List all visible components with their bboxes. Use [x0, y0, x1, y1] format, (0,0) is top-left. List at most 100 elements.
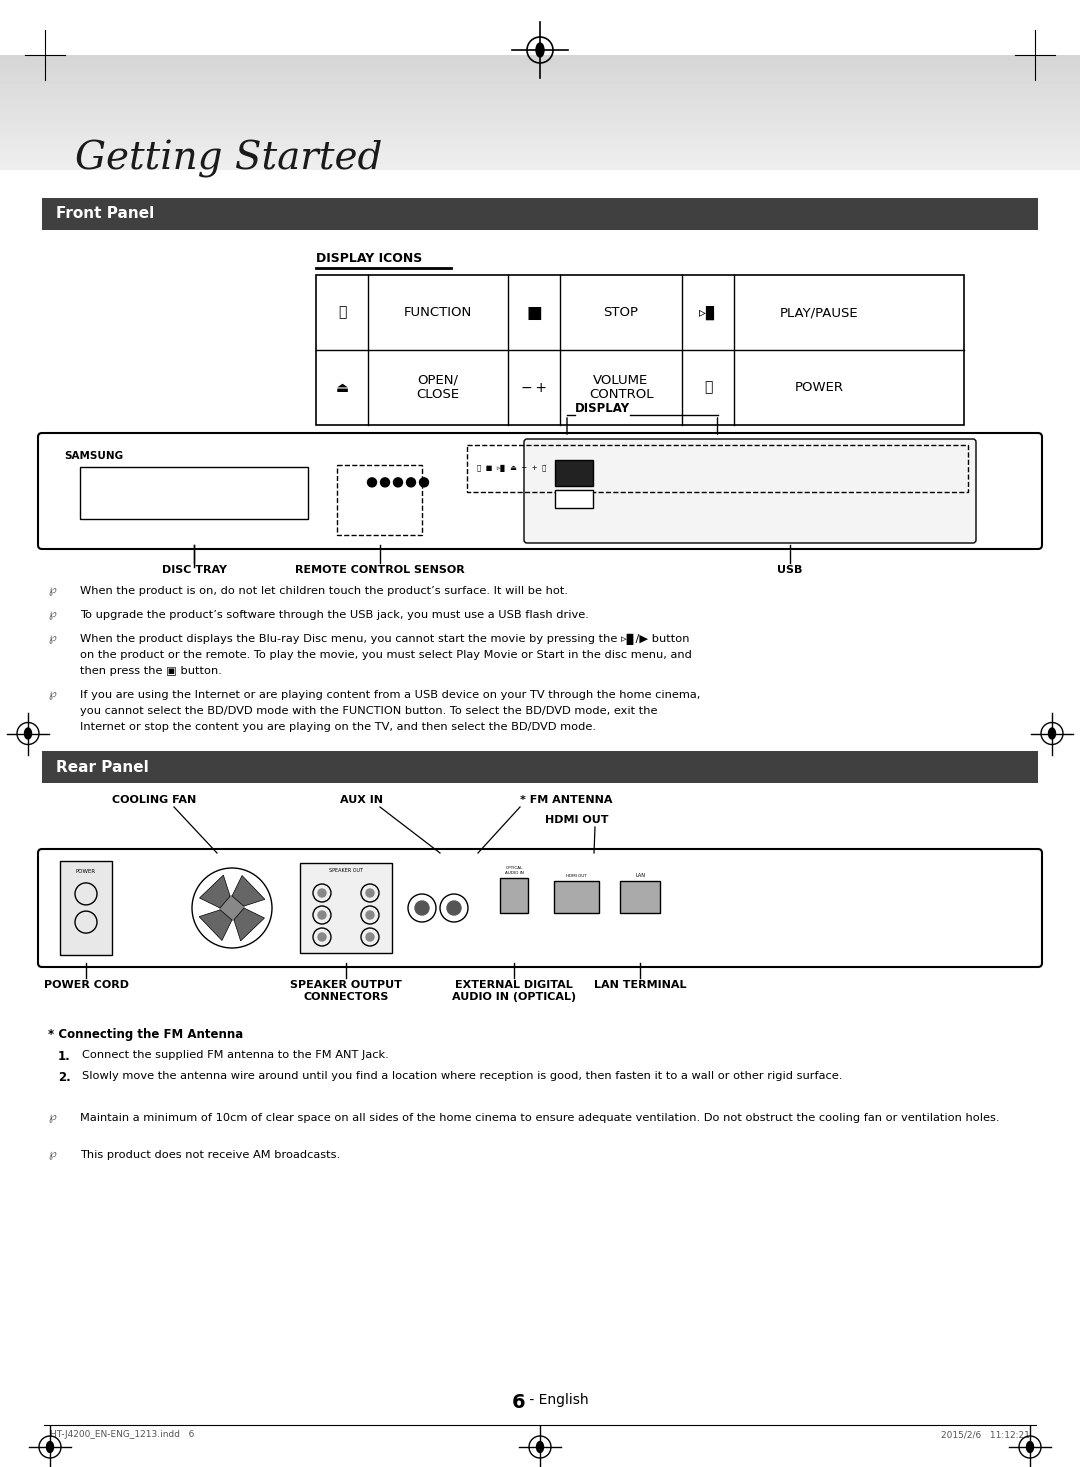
Ellipse shape	[25, 728, 31, 739]
Ellipse shape	[1049, 728, 1055, 739]
Text: Front Panel: Front Panel	[56, 207, 154, 222]
Bar	[620, 882, 660, 912]
Text: When the product is on, do not let children touch the product’s surface. It will: When the product is on, do not let child…	[80, 585, 568, 596]
FancyBboxPatch shape	[38, 433, 1042, 549]
Text: SAMSUNG: SAMSUNG	[64, 450, 123, 461]
Text: ▹▊: ▹▊	[699, 305, 717, 320]
Text: LAN: LAN	[635, 873, 645, 879]
Bar	[0, 89, 1080, 95]
Bar	[467, 445, 968, 491]
Text: COOLING FAN: COOLING FAN	[112, 795, 197, 805]
Bar	[0, 66, 1080, 72]
Ellipse shape	[46, 1442, 54, 1452]
Circle shape	[366, 911, 374, 918]
Text: - English: - English	[525, 1394, 589, 1407]
Circle shape	[366, 889, 374, 896]
Text: ⏏: ⏏	[336, 380, 349, 395]
Bar	[0, 0, 1080, 54]
Bar	[300, 863, 392, 954]
Bar	[500, 879, 528, 912]
Text: This product does not receive AM broadcasts.: This product does not receive AM broadca…	[80, 1150, 340, 1160]
Text: ℘: ℘	[48, 689, 56, 700]
Text: ■: ■	[526, 304, 542, 321]
Text: 6: 6	[511, 1394, 525, 1413]
Text: REMOTE CONTROL SENSOR: REMOTE CONTROL SENSOR	[295, 565, 464, 575]
Circle shape	[419, 478, 429, 487]
Ellipse shape	[537, 1442, 543, 1452]
Text: ⌹: ⌹	[338, 305, 347, 320]
Bar	[0, 60, 1080, 66]
Bar	[0, 158, 1080, 164]
Text: Rear Panel: Rear Panel	[56, 760, 149, 775]
Bar	[60, 861, 112, 955]
Text: ⌹  ■  ▹▊  ⏏  −  +  ⏻: ⌹ ■ ▹▊ ⏏ − + ⏻	[477, 465, 546, 472]
Text: To upgrade the product’s software through the USB jack, you must use a USB flash: To upgrade the product’s software throug…	[80, 610, 589, 621]
Text: on the product or the remote. To play the movie, you must select Play Movie or S: on the product or the remote. To play th…	[80, 650, 692, 660]
Bar	[337, 465, 422, 535]
Text: AUX IN: AUX IN	[340, 795, 383, 805]
Circle shape	[318, 911, 326, 918]
Bar	[0, 147, 1080, 153]
Text: ℘: ℘	[48, 634, 56, 644]
FancyBboxPatch shape	[524, 439, 976, 543]
Bar	[0, 72, 1080, 78]
Circle shape	[380, 478, 390, 487]
Bar	[0, 78, 1080, 84]
Bar	[555, 461, 593, 486]
Text: * Connecting the FM Antenna: * Connecting the FM Antenna	[48, 1028, 243, 1042]
Bar	[554, 882, 599, 912]
Text: * FM ANTENNA: * FM ANTENNA	[519, 795, 612, 805]
Text: POWER CORD: POWER CORD	[43, 980, 129, 990]
Text: STOP: STOP	[604, 307, 638, 318]
Text: LAN TERMINAL: LAN TERMINAL	[594, 980, 686, 990]
Text: 2015/2/6   11:12:21: 2015/2/6 11:12:21	[941, 1430, 1030, 1439]
Circle shape	[318, 889, 326, 896]
Text: Internet or stop the content you are playing on the TV, and then select the BD/D: Internet or stop the content you are pla…	[80, 722, 596, 732]
Circle shape	[415, 901, 429, 915]
Circle shape	[406, 478, 416, 487]
Bar	[0, 119, 1080, 125]
Text: EXTERNAL DIGITAL
AUDIO IN (OPTICAL): EXTERNAL DIGITAL AUDIO IN (OPTICAL)	[451, 980, 576, 1002]
Text: When the product displays the Blu-ray Disc menu, you cannot start the movie by p: When the product displays the Blu-ray Di…	[80, 634, 689, 645]
Bar	[0, 141, 1080, 147]
Polygon shape	[200, 876, 230, 908]
Text: ℘: ℘	[48, 610, 56, 621]
Bar	[0, 107, 1080, 113]
Bar	[42, 751, 1038, 783]
Text: DISC TRAY: DISC TRAY	[162, 565, 227, 575]
Polygon shape	[232, 876, 265, 907]
Text: FUNCTION: FUNCTION	[404, 307, 472, 318]
Circle shape	[367, 478, 377, 487]
Text: USB: USB	[778, 565, 802, 575]
Circle shape	[220, 896, 244, 920]
Text: HT-J4200_EN-ENG_1213.indd   6: HT-J4200_EN-ENG_1213.indd 6	[50, 1430, 194, 1439]
Text: DISPLAY ICONS: DISPLAY ICONS	[316, 252, 422, 266]
Bar	[0, 54, 1080, 170]
Text: POWER: POWER	[76, 868, 96, 874]
Text: POWER: POWER	[795, 381, 843, 395]
Circle shape	[318, 933, 326, 940]
Polygon shape	[234, 908, 265, 940]
Text: Maintain a minimum of 10cm of clear space on all sides of the home cinema to ens: Maintain a minimum of 10cm of clear spac…	[80, 1113, 999, 1124]
Text: SPEAKER OUT: SPEAKER OUT	[329, 868, 363, 873]
Circle shape	[366, 933, 374, 940]
Bar	[42, 198, 1038, 230]
Text: PLAY/PAUSE: PLAY/PAUSE	[780, 307, 859, 318]
Text: SPEAKER OUTPUT
CONNECTORS: SPEAKER OUTPUT CONNECTORS	[291, 980, 402, 1002]
Text: ℘: ℘	[48, 1150, 56, 1160]
Bar	[0, 113, 1080, 119]
Bar	[0, 153, 1080, 158]
Text: DISPLAY: DISPLAY	[575, 402, 630, 415]
Text: OPTICAL
AUDIO IN: OPTICAL AUDIO IN	[504, 867, 524, 874]
Polygon shape	[199, 910, 232, 940]
Bar	[0, 125, 1080, 129]
Text: HDMI OUT: HDMI OUT	[545, 816, 608, 824]
Text: HDMI OUT: HDMI OUT	[566, 874, 586, 879]
Text: Connect the supplied FM antenna to the FM ANT Jack.: Connect the supplied FM antenna to the F…	[82, 1050, 389, 1061]
Bar	[0, 101, 1080, 107]
Bar	[0, 54, 1080, 60]
Text: 1.: 1.	[58, 1050, 71, 1064]
FancyBboxPatch shape	[38, 849, 1042, 967]
Text: Getting Started: Getting Started	[75, 139, 382, 178]
Text: If you are using the Internet or are playing content from a USB device on your T: If you are using the Internet or are pla…	[80, 689, 700, 700]
